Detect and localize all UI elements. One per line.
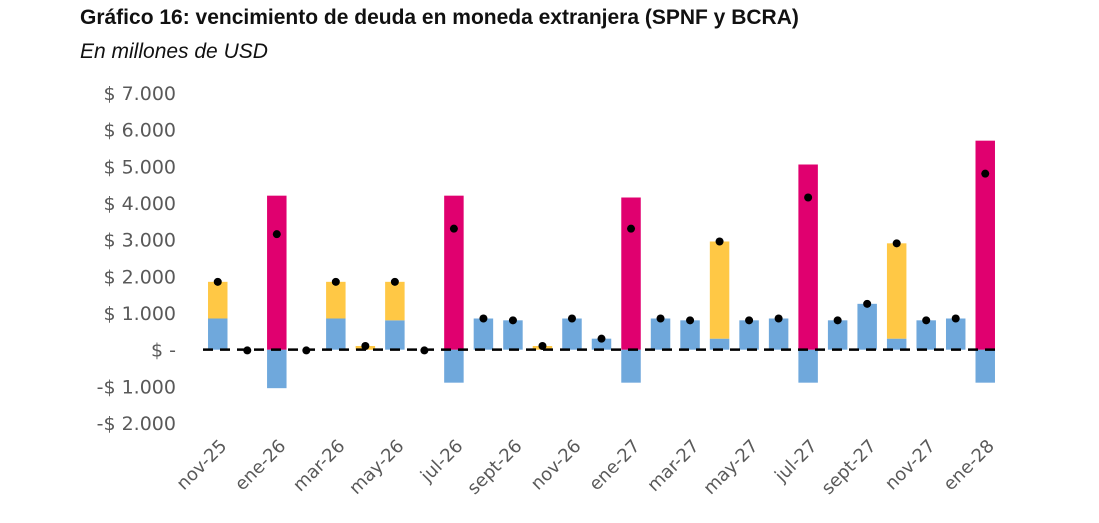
x-tick-label: may-26	[345, 436, 408, 499]
net-marker	[863, 299, 872, 308]
net-marker	[538, 342, 547, 350]
bar-segment	[886, 243, 907, 339]
bar-segment	[827, 320, 848, 350]
bar-segment	[621, 197, 641, 350]
y-axis: $ 7.000 $ 6.000 $ 5.000 $ 4.000 $ 3.000 $ 2.0…	[97, 83, 176, 435]
bar-segment	[473, 318, 494, 350]
y-tick-label: $ 2.000	[103, 266, 176, 288]
net-marker	[656, 314, 665, 323]
bar-segment	[680, 320, 700, 350]
x-tick-label: sept-26	[463, 436, 526, 499]
bar-segment	[650, 318, 671, 350]
bar-segment	[709, 338, 730, 350]
net-marker	[331, 277, 340, 286]
net-marker	[302, 346, 311, 355]
bar-segment	[621, 349, 641, 383]
bar-segment	[267, 349, 287, 389]
bar-segment	[326, 281, 346, 319]
net-marker	[951, 314, 960, 323]
bar-segment	[208, 281, 228, 319]
y-tick-label: $ 6.000	[103, 120, 176, 142]
chart-subtitle: En millones de USD	[80, 40, 268, 63]
y-tick-label: $ 1.000	[103, 303, 176, 325]
net-marker	[420, 346, 429, 355]
x-tick-label: ene-27	[585, 436, 644, 495]
bar-segment	[945, 318, 966, 350]
bar-segment	[385, 281, 405, 321]
bar-segment	[975, 140, 995, 350]
bar-segment	[326, 318, 346, 350]
x-tick-label: nov-27	[881, 436, 940, 495]
bar-segment	[798, 349, 818, 383]
x-tick-label: nov-25	[173, 436, 232, 495]
y-tick-label: -$ 2.000	[97, 413, 176, 435]
bar-segment	[975, 349, 995, 383]
net-marker	[981, 169, 990, 178]
net-marker	[833, 316, 842, 325]
bar-segment	[591, 338, 612, 350]
bar-segment	[208, 318, 228, 350]
bar-segment	[739, 320, 759, 350]
y-tick-label: $ 3.000	[103, 230, 176, 252]
x-tick-label: mar-27	[643, 436, 703, 496]
x-tick-label: mar-26	[289, 436, 349, 496]
x-tick-label: jul-26	[416, 436, 467, 487]
net-marker	[213, 277, 222, 286]
net-marker-layer	[213, 169, 990, 355]
net-marker	[449, 224, 458, 233]
net-marker	[567, 314, 576, 323]
x-tick-label: ene-28	[939, 436, 998, 495]
net-marker	[745, 316, 754, 325]
net-marker	[508, 316, 517, 325]
net-marker	[804, 193, 813, 202]
bar-segment	[768, 318, 789, 350]
x-tick-label: ene-26	[231, 436, 290, 495]
net-marker	[390, 277, 399, 286]
bar-segment	[709, 241, 730, 339]
net-marker	[597, 334, 606, 343]
x-tick-label: nov-26	[527, 436, 586, 495]
net-marker	[272, 230, 281, 239]
net-marker	[361, 342, 370, 350]
bar-segment	[444, 195, 464, 350]
net-marker	[243, 346, 252, 355]
net-marker	[479, 314, 488, 323]
net-marker	[627, 224, 636, 233]
bar-segment	[916, 320, 936, 350]
bar-segment	[798, 164, 818, 350]
bar-segment	[562, 318, 582, 350]
bar-segment	[385, 320, 405, 350]
net-marker	[774, 314, 783, 323]
bar-segment	[267, 195, 287, 350]
x-tick-label: may-27	[699, 436, 762, 499]
net-marker	[922, 316, 931, 325]
bar-segment	[857, 303, 877, 350]
bar-segment	[503, 320, 523, 350]
net-marker	[686, 316, 695, 325]
bar-segment	[444, 349, 464, 383]
y-tick-label: $ 4.000	[103, 193, 176, 215]
bar-segment	[886, 338, 907, 350]
net-marker	[715, 237, 724, 246]
x-tick-label: sept-27	[818, 436, 881, 499]
bar-layer	[208, 140, 995, 389]
x-tick-label: jul-27	[770, 436, 821, 487]
net-marker	[892, 239, 901, 248]
y-tick-label: -$ 1.000	[97, 376, 176, 398]
chart-title: Gráfico 16: vencimiento de deuda en mone…	[80, 6, 799, 29]
y-tick-label: $ 7.000	[103, 83, 176, 105]
y-tick-label: $ 5.000	[103, 156, 176, 178]
y-tick-label: $ -	[151, 340, 176, 362]
